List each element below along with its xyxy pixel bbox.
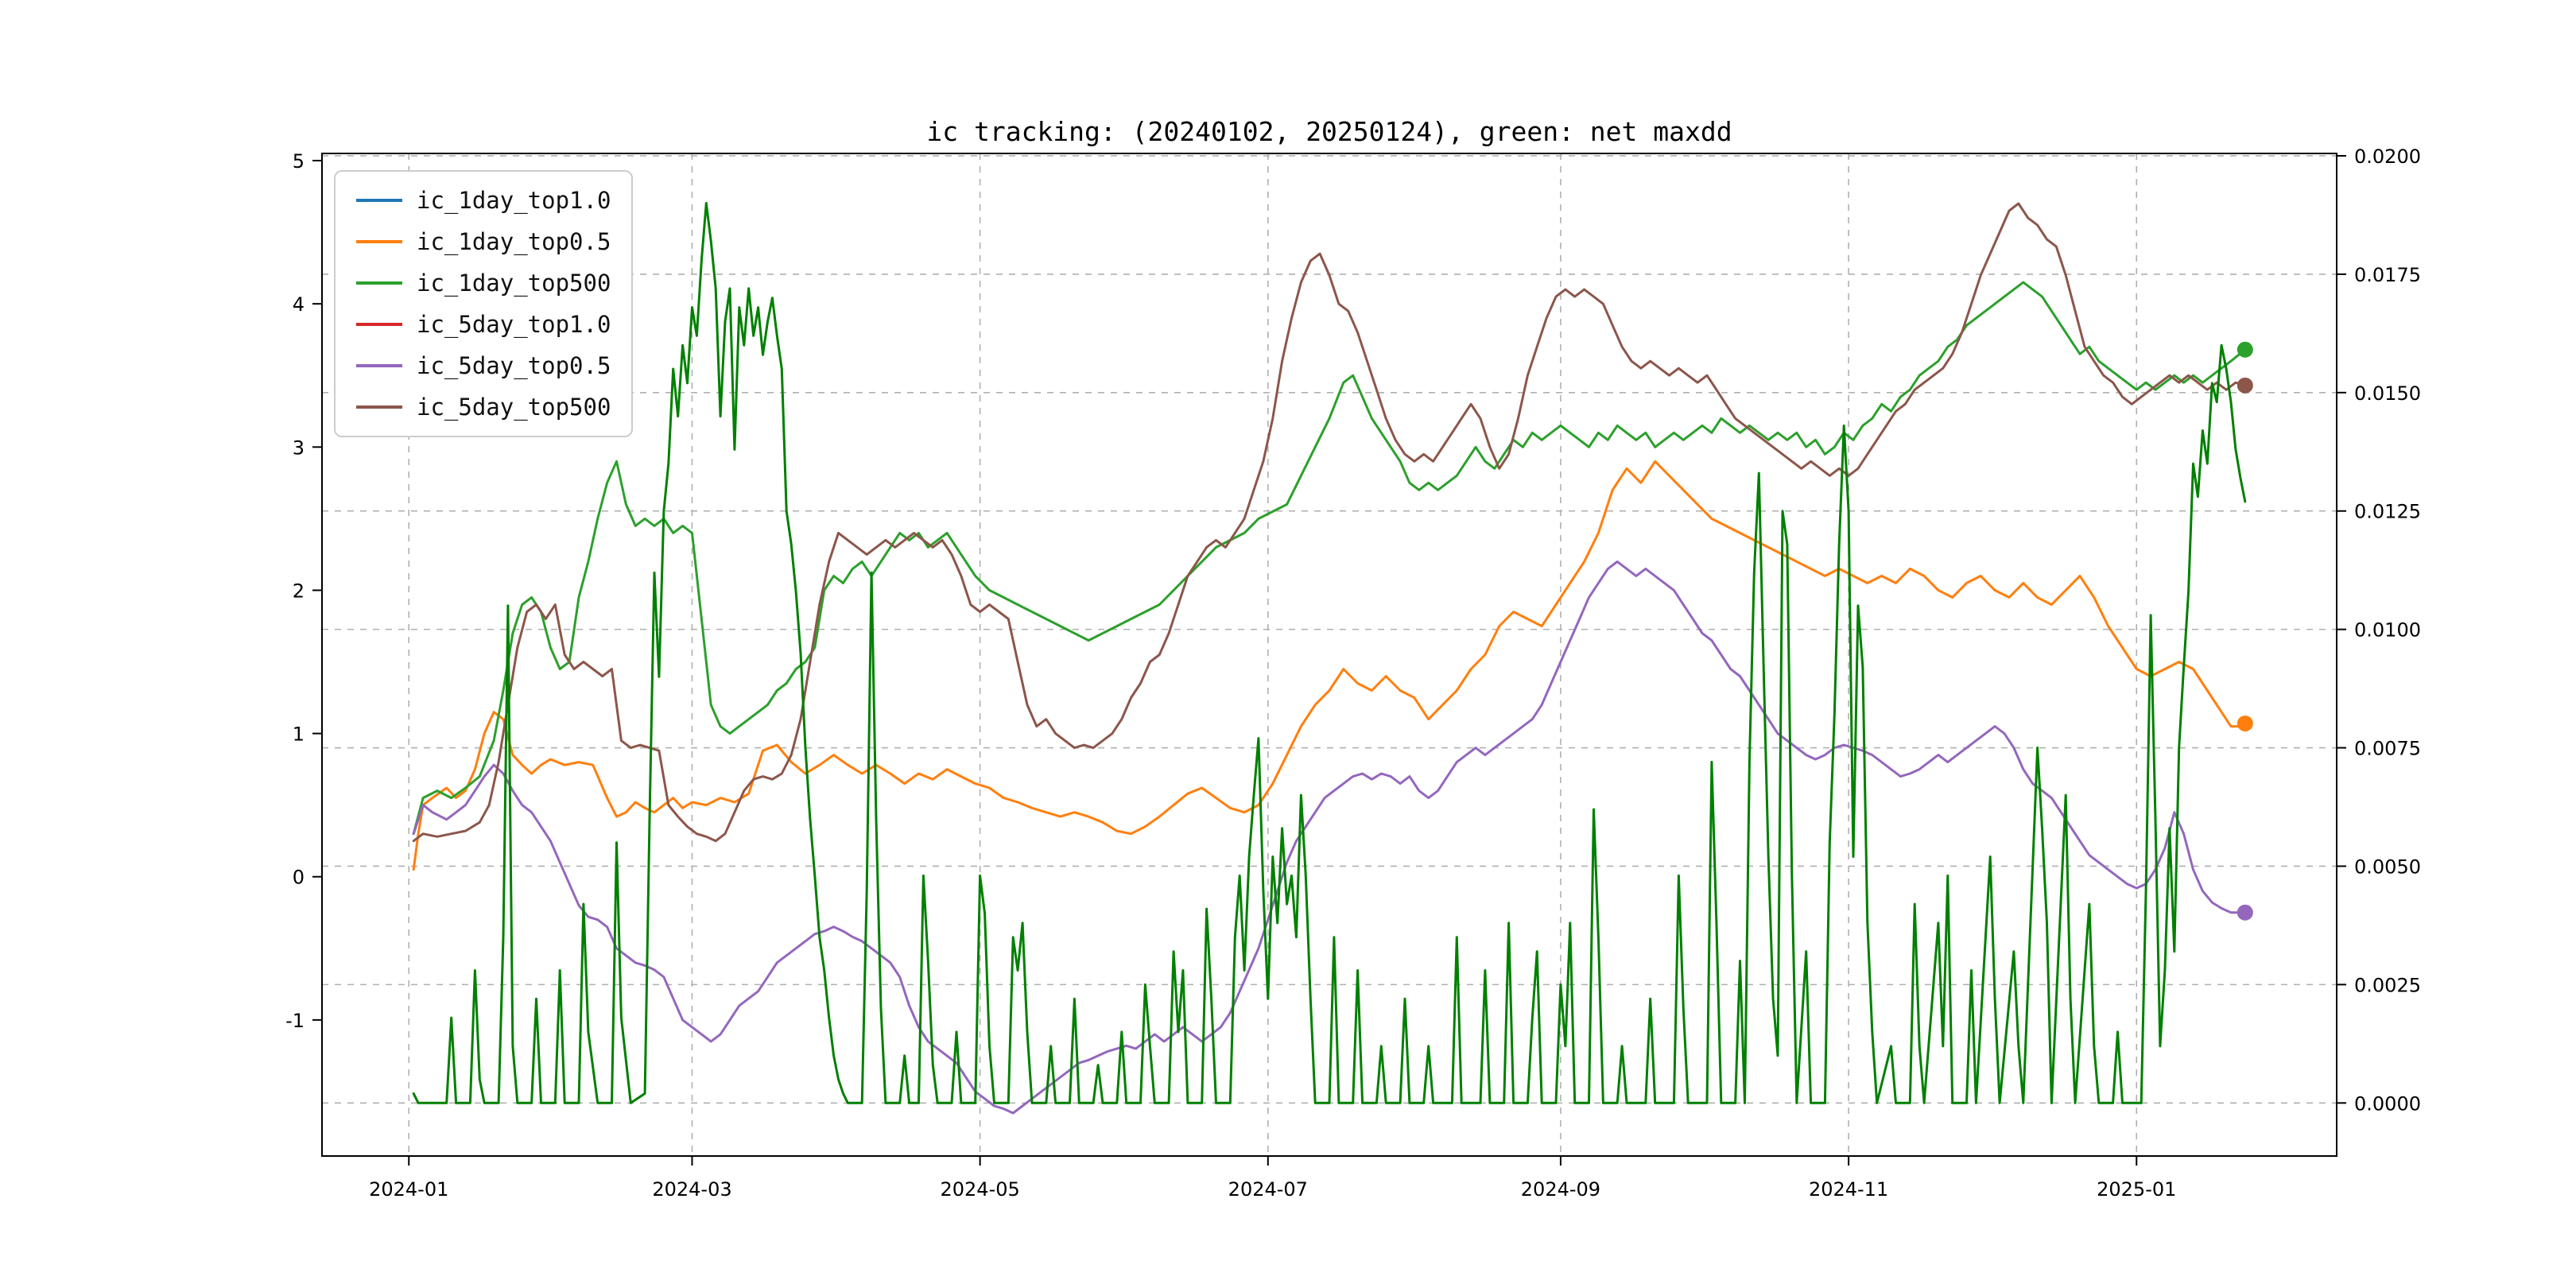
legend-item-label: ic_1day_top500 <box>417 270 611 297</box>
y-tick-label-right: 0.0175 <box>2354 264 2421 286</box>
y-tick-label-right: 0.0000 <box>2354 1092 2421 1115</box>
y-tick-label-right: 0.0050 <box>2354 855 2421 878</box>
x-tick-label: 2024-05 <box>941 1178 1020 1201</box>
end-marker-ic_5day_top500 <box>2237 377 2253 394</box>
legend-line-swatch-purple <box>356 364 402 367</box>
y-tick-label-right: 0.0100 <box>2354 619 2421 642</box>
series-line-net_maxdd <box>412 202 2247 1104</box>
legend-item: ic_1day_top0.5 <box>356 224 611 259</box>
legend-line-swatch-blue <box>356 199 402 202</box>
y-tick-label-left: 4 <box>293 293 305 316</box>
legend-item: ic_5day_top1.0 <box>356 307 611 342</box>
legend-item: ic_1day_top500 <box>356 266 611 301</box>
series-line-ic_5day_top500 <box>412 202 2247 843</box>
y-tick-label-left: 1 <box>293 724 305 746</box>
series-line-ic_5day_top0.5 <box>412 560 2247 1115</box>
y-tick-label-right: 0.0125 <box>2354 501 2421 523</box>
y-tick-label-right: 0.0200 <box>2354 145 2421 168</box>
end-marker-ic_5day_top0.5 <box>2237 904 2253 921</box>
y-tick-label-right: 0.0025 <box>2354 974 2421 996</box>
y-tick-label-left: -1 <box>285 1010 305 1032</box>
x-tick-label: 2025-01 <box>2097 1178 2176 1201</box>
y-tick-label-left: 3 <box>293 436 305 459</box>
x-tick-label: 2024-11 <box>1809 1178 1888 1201</box>
legend-line-swatch-brown <box>356 405 402 409</box>
legend-item: ic_5day_top0.5 <box>356 348 611 383</box>
y-tick-label-right: 0.0075 <box>2354 738 2421 760</box>
x-tick-label: 2024-03 <box>652 1178 731 1201</box>
legend-item-label: ic_5day_top500 <box>417 394 611 421</box>
legend-item-label: ic_5day_top1.0 <box>417 311 611 338</box>
x-tick-label: 2024-09 <box>1521 1178 1600 1201</box>
y-tick-label-left: 2 <box>293 580 305 602</box>
y-tick-label-right: 0.0150 <box>2354 382 2421 405</box>
end-marker-ic_1day_top0.5 <box>2237 715 2253 731</box>
chart-title: ic tracking: (20240102, 20250124), green… <box>926 116 1732 147</box>
end-marker-ic_1day_top500 <box>2237 341 2253 358</box>
legend-item-label: ic_1day_top1.0 <box>417 187 611 214</box>
x-tick-label: 2024-07 <box>1228 1178 1308 1201</box>
series-line-ic_1day_top0.5 <box>412 460 2247 871</box>
legend-item: ic_5day_top500 <box>356 390 611 425</box>
y-tick-label-left: 0 <box>293 867 305 889</box>
x-tick-label: 2024-01 <box>369 1178 448 1201</box>
legend-item: ic_1day_top1.0 <box>356 183 611 218</box>
y-tick-label-left: 5 <box>293 150 305 173</box>
legend-item-label: ic_1day_top0.5 <box>417 228 611 255</box>
legend: ic_1day_top1.0 ic_1day_top0.5 ic_1day_to… <box>334 170 634 437</box>
legend-item-label: ic_5day_top0.5 <box>417 352 611 379</box>
plot-border <box>321 153 2337 1157</box>
legend-line-swatch-orange <box>356 240 402 243</box>
legend-line-swatch-red <box>356 323 402 326</box>
legend-line-swatch-green <box>356 281 402 285</box>
